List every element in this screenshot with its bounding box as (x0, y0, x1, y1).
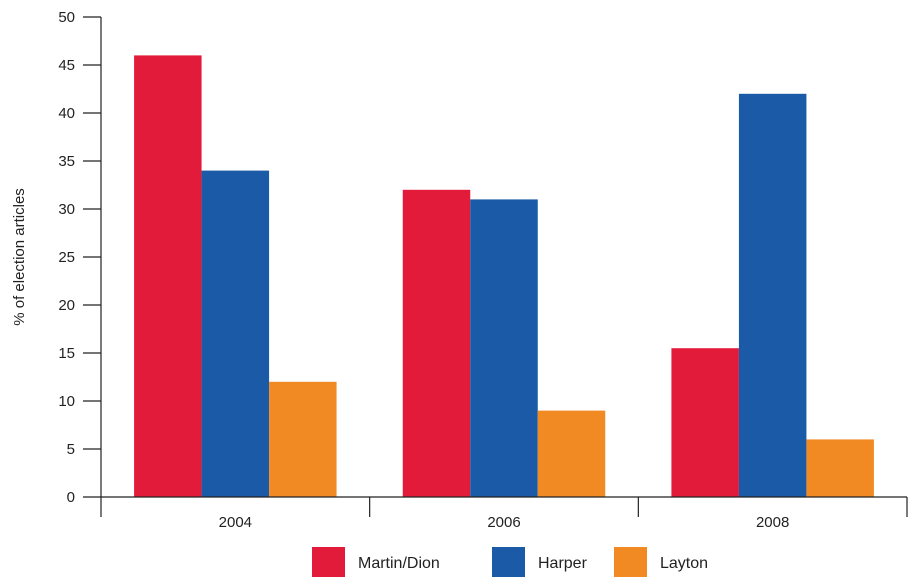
legend-label-harper: Harper (538, 555, 588, 572)
bar-martin-dion-2004 (134, 55, 202, 498)
legend: Martin/Dion Harper Layton (312, 547, 708, 577)
y-tick-label-35: 35 (58, 153, 75, 170)
x-tick-label-2004: 2004 (219, 514, 252, 531)
y-axis-title: % of election articles (11, 188, 28, 326)
bar-harper-2008 (738, 93, 807, 498)
legend-label-layton: Layton (660, 555, 708, 572)
bar-martin-dion-2006 (402, 189, 471, 498)
legend-label-martin-dion: Martin/Dion (358, 555, 440, 572)
y-tick-label-30: 30 (58, 201, 75, 218)
y-tick-label-20: 20 (58, 297, 75, 314)
bar-harper-2004 (201, 170, 270, 497)
bar-layton-2006 (537, 410, 606, 497)
legend-swatch-harper (492, 547, 525, 577)
y-tick-label-10: 10 (58, 393, 75, 410)
bar-layton-2004 (269, 381, 337, 497)
legend-swatch-martin-dion (312, 547, 345, 577)
y-tick-label-5: 5 (67, 441, 75, 458)
y-tick-label-50: 50 (58, 9, 75, 26)
legend-swatch-layton (614, 547, 647, 577)
x-tick-label-2006: 2006 (487, 514, 520, 531)
y-tick-label-25: 25 (58, 249, 75, 266)
axes-group: 0 5 10 15 20 25 30 35 40 45 50 2004 2006 2008 (58, 9, 908, 531)
y-tick-label-40: 40 (58, 105, 75, 122)
x-tick-label-2008: 2008 (756, 514, 789, 531)
bar-harper-2006 (470, 199, 538, 497)
bar-martin-dion-2008 (671, 348, 739, 497)
y-tick-label-15: 15 (58, 345, 75, 362)
y-tick-label-45: 45 (58, 57, 75, 74)
bar-layton-2008 (806, 439, 874, 497)
bars-group (134, 55, 874, 498)
y-tick-label-0: 0 (67, 489, 75, 506)
